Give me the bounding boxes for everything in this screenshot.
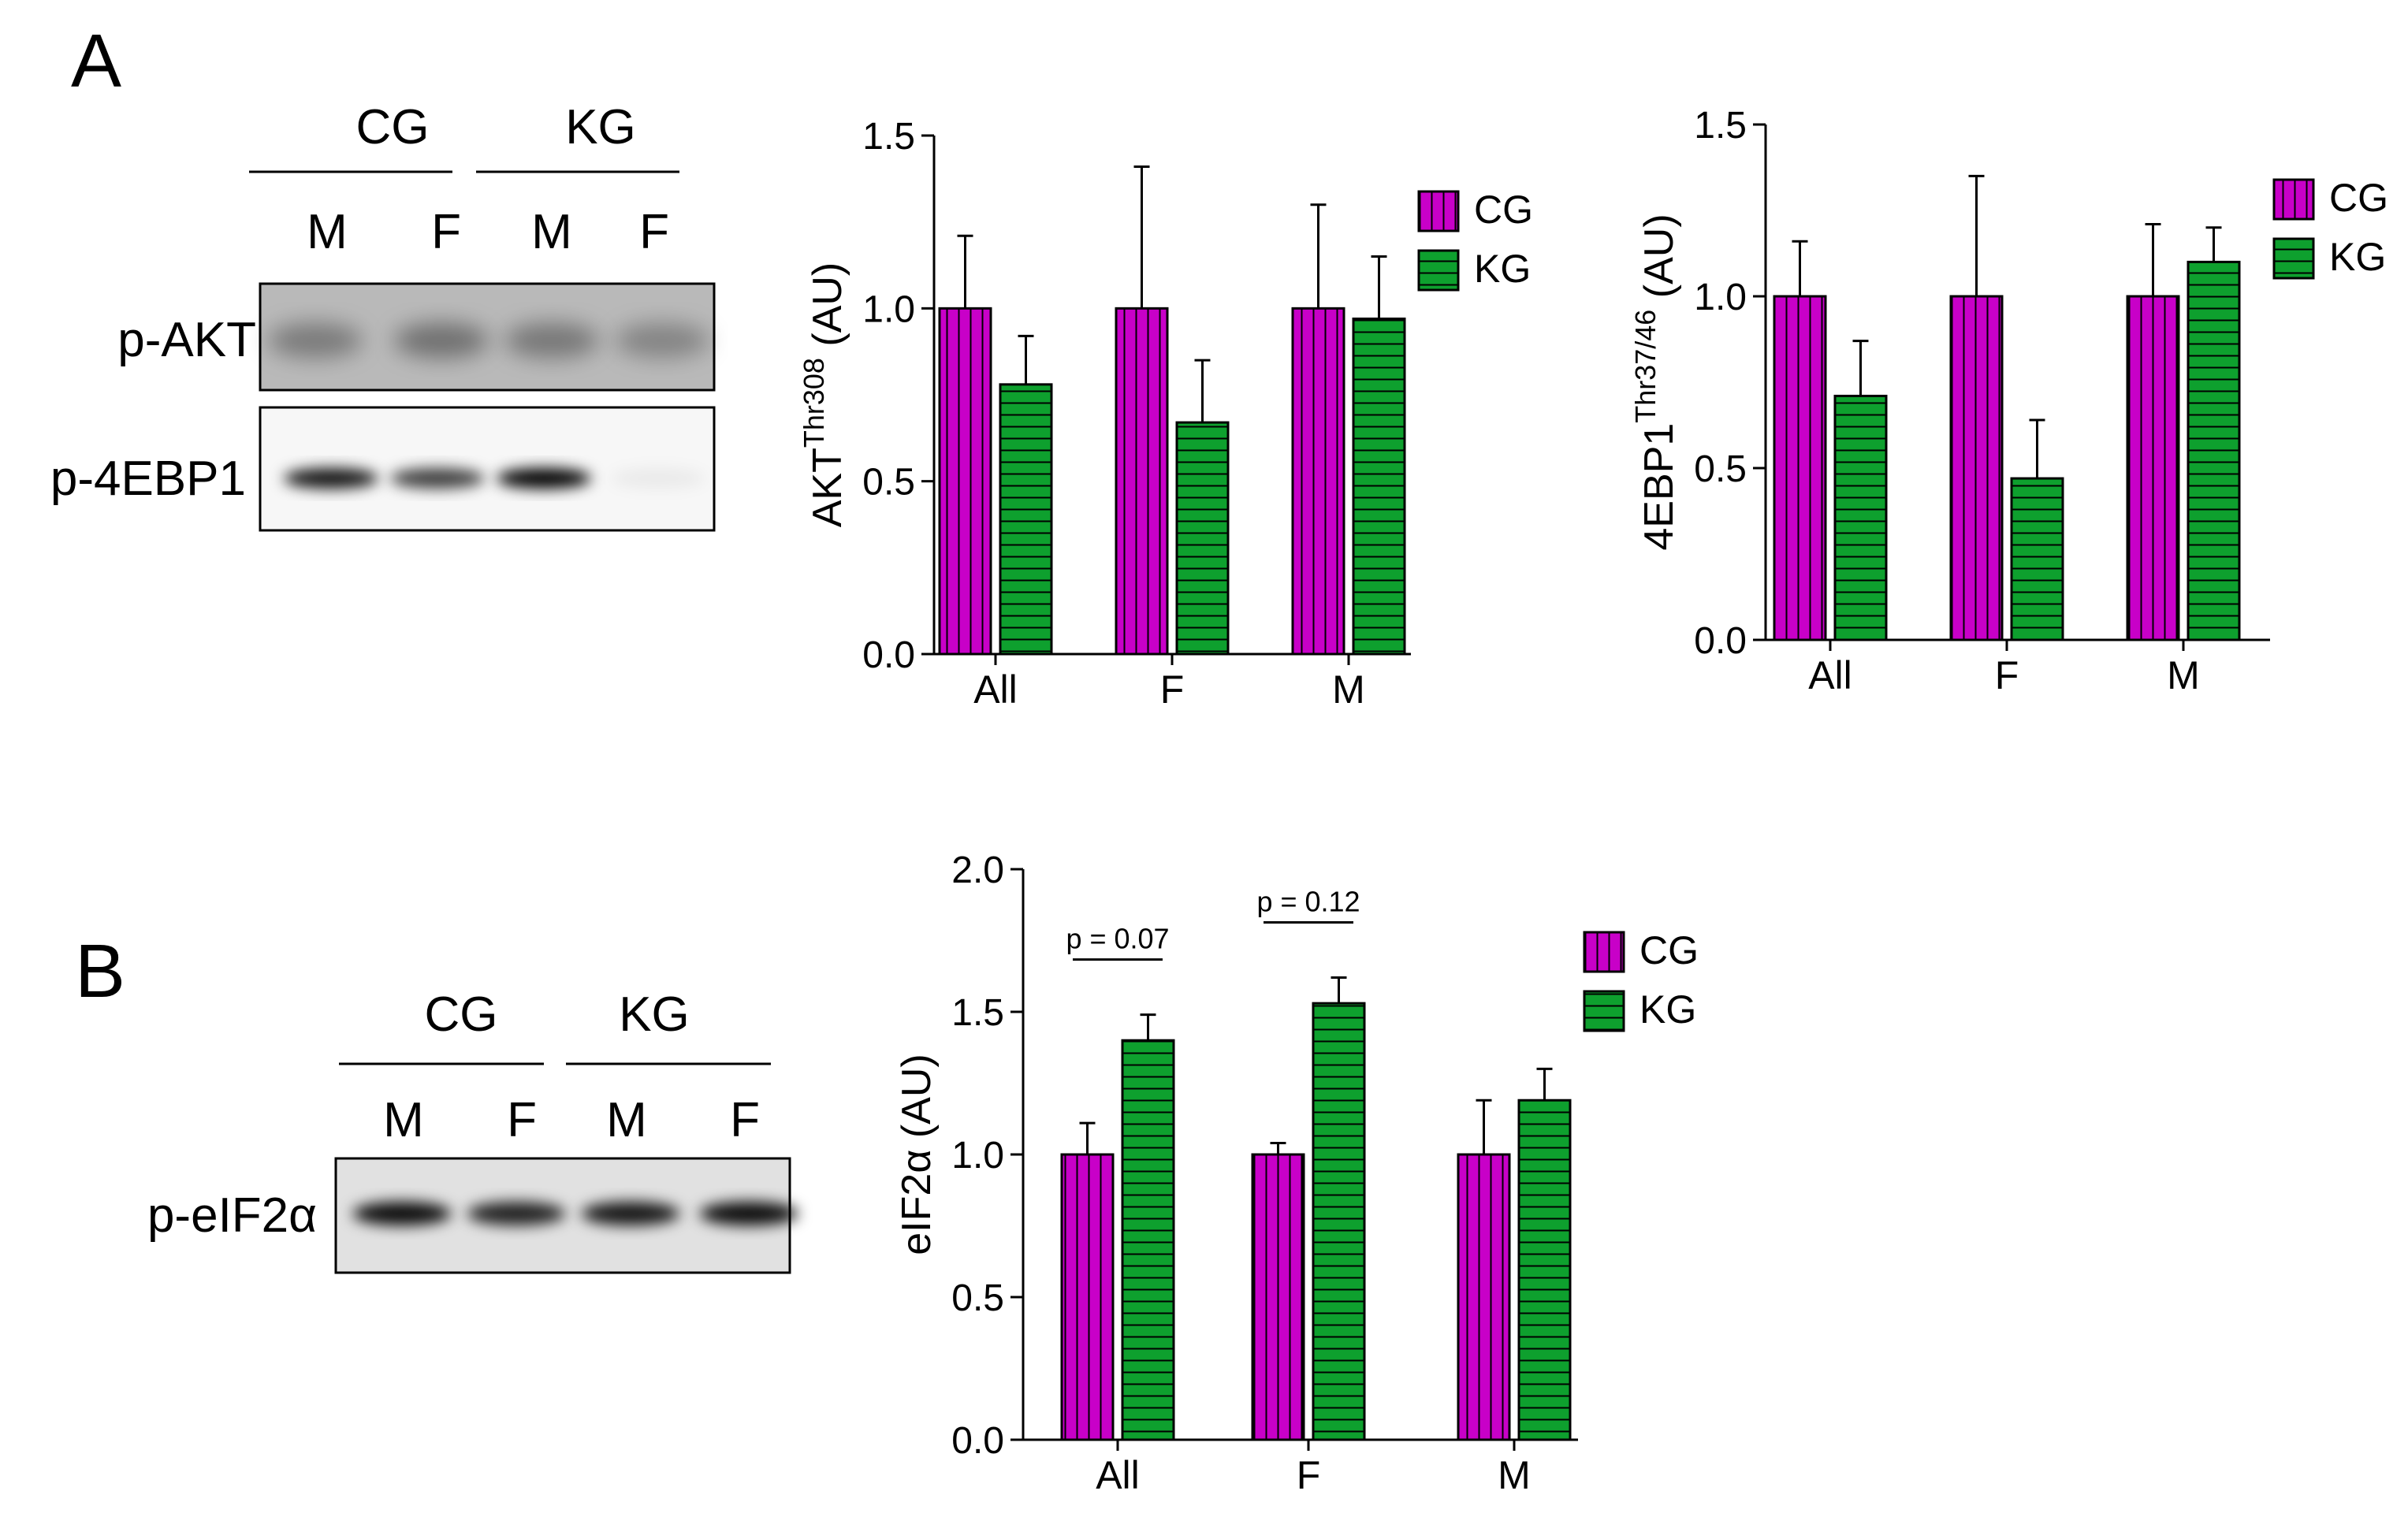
- panel-letter-b: B: [75, 929, 125, 1013]
- legend-label-kg: KG: [1474, 247, 1531, 291]
- legend-swatch-kg: [1417, 249, 1460, 292]
- blot-band: [497, 468, 591, 489]
- blot-group-label: KG: [619, 987, 690, 1042]
- bar-chart-4ebp1: 0.0 0.5 1.0 1.5 4EBP1Thr37/46 (AU) All F M CG KG: [1629, 105, 2388, 697]
- blot-lane-label: F: [730, 1093, 760, 1147]
- blot-lane-label: F: [639, 205, 669, 259]
- blot-band: [284, 468, 378, 489]
- y-tick-label: 1.0: [862, 288, 915, 330]
- bar-cg: [1291, 307, 1345, 656]
- y-tick-label: 0.5: [1694, 448, 1747, 490]
- legend-label-kg: KG: [1639, 987, 1696, 1032]
- y-tick-label: 0.0: [951, 1420, 1004, 1462]
- bar-kg: [2187, 260, 2241, 641]
- panel-letter-a: A: [71, 19, 121, 103]
- y-axis-title: 4EBP1Thr37/46 (AU): [1629, 214, 1682, 550]
- bar-kg: [999, 383, 1053, 656]
- x-category-label: F: [1995, 653, 2019, 697]
- x-category-label: All: [973, 667, 1018, 712]
- y-tick-label: 1.0: [951, 1135, 1004, 1177]
- blot-band: [615, 323, 709, 358]
- bar-cg: [938, 307, 992, 656]
- bar-kg: [1312, 1002, 1366, 1441]
- bar-cg: [1457, 1153, 1511, 1441]
- blot-group-label: CG: [356, 100, 430, 154]
- bar-kg: [2010, 477, 2064, 641]
- legend-swatch-cg: [1583, 931, 1625, 973]
- blot-band: [699, 1202, 798, 1225]
- x-category-label: All: [1096, 1453, 1140, 1497]
- x-category-label: M: [2167, 653, 2200, 697]
- blot-band-label-p-4ebp1: p-4EBP1: [50, 452, 246, 506]
- bar-kg: [1833, 394, 1888, 641]
- bar-kg: [1121, 1039, 1175, 1441]
- p-value-label: p = 0.07: [1066, 923, 1169, 955]
- x-category-label: M: [1498, 1453, 1531, 1497]
- p-value-label: p = 0.12: [1256, 886, 1360, 918]
- bar-cg: [1060, 1153, 1115, 1441]
- bar-cg: [2126, 295, 2180, 641]
- bar-cg: [1115, 307, 1169, 656]
- legend-swatch-cg: [2272, 178, 2315, 221]
- x-category-label: All: [1808, 653, 1852, 697]
- legend-swatch-kg: [1583, 990, 1625, 1032]
- bar-cg: [1949, 295, 2004, 641]
- x-category-label: F: [1297, 1453, 1321, 1497]
- y-axis-title: eIF2α (AU): [894, 1054, 940, 1255]
- blot-lane-label: F: [431, 205, 461, 259]
- bar-chart-akt: 0.0 0.5 1.0 1.5 AKTThr308 (AU) All F M CG KG: [798, 116, 1533, 712]
- blot-lane-label: M: [307, 205, 348, 259]
- blot-group-label: CG: [425, 987, 498, 1042]
- blot-band: [268, 323, 363, 358]
- y-axis-title: AKTThr308 (AU): [798, 262, 850, 528]
- blot-lane-label: M: [606, 1093, 647, 1147]
- blot-band: [352, 1202, 452, 1225]
- western-blot-a: CG KG M F M F p-AKT p-4EBP1: [50, 100, 716, 532]
- blot-bands-p-4ebp1: [284, 468, 705, 489]
- legend-label-cg: CG: [1474, 188, 1533, 232]
- bar-kg: [1517, 1099, 1572, 1441]
- legend-swatch-kg: [2272, 237, 2315, 280]
- legend-swatch-cg: [1417, 190, 1460, 232]
- y-tick-label: 1.5: [951, 992, 1004, 1034]
- western-blot-b: CG KG M F M F p-eIF2α: [147, 987, 798, 1274]
- y-tick-label: 0.5: [862, 462, 915, 504]
- x-category-label: M: [1332, 667, 1365, 712]
- y-tick-label: 2.0: [951, 850, 1004, 891]
- blot-band: [467, 1202, 566, 1225]
- legend-label-cg: CG: [2329, 176, 2388, 220]
- blot-band: [611, 468, 705, 489]
- blot-lane-label: M: [383, 1093, 424, 1147]
- blot-bands-p-akt: [268, 323, 709, 358]
- bar-cg: [1773, 295, 1827, 641]
- y-tick-label: 1.5: [862, 116, 915, 158]
- blot-band: [504, 323, 599, 358]
- blot-band: [394, 323, 489, 358]
- bar-cg: [1251, 1153, 1305, 1441]
- y-tick-label: 1.5: [1694, 105, 1747, 147]
- blot-bands-p-eif2a: [352, 1202, 798, 1225]
- legend-label-cg: CG: [1639, 928, 1699, 972]
- blot-lane-label: M: [531, 205, 572, 259]
- bar-kg: [1175, 421, 1230, 656]
- legend-label-kg: KG: [2329, 235, 2386, 279]
- blot-band-label-p-akt: p-AKT: [117, 313, 256, 367]
- blot-group-label: KG: [565, 100, 636, 154]
- blot-band: [390, 468, 485, 489]
- bar-chart-eif2a: 0.0 0.5 1.0 1.5 2.0 eIF2α (AU) All F Mp = 0.07 p …: [894, 850, 1699, 1497]
- blot-lane-label: F: [507, 1093, 537, 1147]
- blot-band: [581, 1202, 680, 1225]
- y-tick-label: 1.0: [1694, 277, 1747, 318]
- x-category-label: F: [1160, 667, 1185, 712]
- y-tick-label: 0.0: [862, 634, 915, 676]
- y-tick-label: 0.0: [1694, 620, 1747, 662]
- bar-kg: [1352, 317, 1406, 656]
- blot-band-label-p-eif2a: p-eIF2α: [147, 1188, 317, 1243]
- y-tick-label: 0.5: [951, 1277, 1004, 1319]
